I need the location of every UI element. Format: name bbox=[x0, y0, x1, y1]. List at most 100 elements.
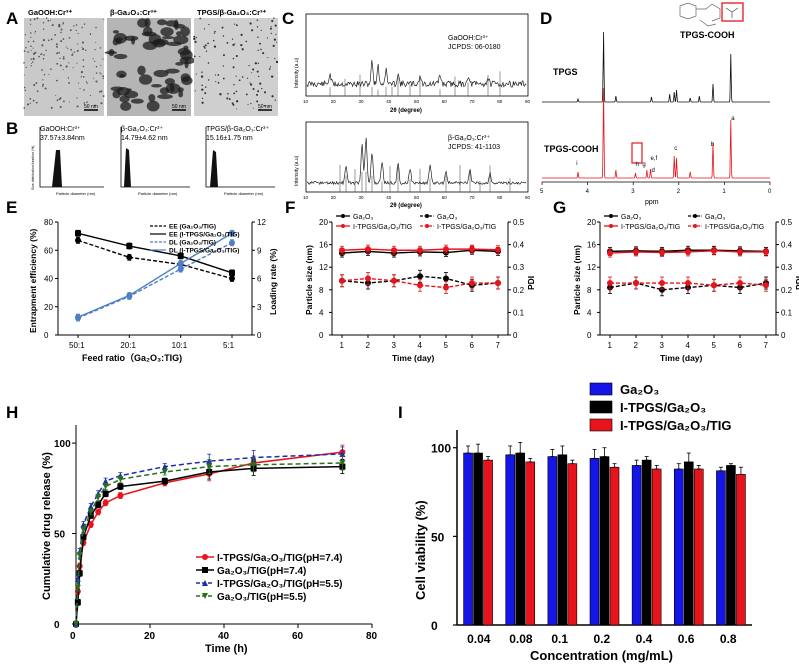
chart-g-point bbox=[659, 280, 665, 287]
nmr-peak-label: h bbox=[635, 162, 638, 168]
chart-i-xtick-label: 0.1 bbox=[551, 632, 568, 646]
ytick-right-label: 0.1 bbox=[781, 308, 793, 317]
ytick-label: 16 bbox=[319, 241, 328, 250]
chart-h-ytick-label: 50 bbox=[54, 530, 66, 541]
chart-e-point bbox=[229, 230, 235, 237]
chart-e-ylabel-left: Entrapment efficiency (%) bbox=[28, 228, 38, 333]
xrd-top-xtick: 60 bbox=[442, 99, 448, 104]
panel-d-letter: D bbox=[540, 9, 552, 28]
legend-label: I-TPGS/Ga₂O₃/TIG bbox=[437, 224, 496, 231]
xrd-top-xtick: 20 bbox=[331, 99, 337, 104]
chart-h-legend-marker bbox=[202, 580, 208, 586]
legend-label: Ga₂O₃ bbox=[353, 214, 374, 221]
chart-h-point bbox=[74, 599, 81, 606]
xrd-bottom-sample: β-Ga₂O₃:Cr³⁺ bbox=[448, 135, 490, 142]
nmr-trace-tpgs-label: TPGS bbox=[553, 67, 578, 77]
structure-diagram: TPGS-COOH bbox=[679, 2, 744, 40]
xrd-top-xtick: 90 bbox=[525, 99, 531, 104]
xrd-top-xtick: 10 bbox=[303, 99, 309, 104]
nmr-ticks: 5 4 3 2 1 0 bbox=[540, 182, 772, 195]
chart-i-bar bbox=[483, 459, 493, 626]
chart-h-xlabel: Time (h) bbox=[205, 643, 248, 655]
nmr-structure-title: TPGS-COOH bbox=[680, 30, 735, 40]
chart-h-legend-label: Ga₂O₃/TIG(pH=7.4) bbox=[217, 566, 306, 577]
chart-i-bar bbox=[525, 461, 536, 626]
legend-label: Ga₂O₃ bbox=[437, 214, 458, 221]
scale-bar-2: 50 nm bbox=[172, 104, 186, 110]
chart-f-point bbox=[339, 277, 345, 284]
chart-e-point bbox=[75, 237, 81, 244]
ytick-label: 4 bbox=[587, 308, 592, 317]
chart-e-series-line bbox=[77, 232, 233, 274]
ytick-right-label: 0.3 bbox=[781, 263, 793, 272]
legend-marker bbox=[609, 224, 613, 228]
chart-h-point bbox=[250, 461, 257, 468]
nmr-peak-labels: i h g e,f d c b a bbox=[576, 116, 735, 174]
chart-e-xtick-label: 10:1 bbox=[172, 341, 188, 350]
chart-i-bar bbox=[736, 474, 746, 626]
chart-h-legend-marker bbox=[202, 593, 208, 599]
chart-i-xtick-label: 0.8 bbox=[720, 632, 737, 646]
xtick-label: 6 bbox=[738, 341, 743, 350]
chart-i-bar bbox=[631, 465, 642, 626]
nmr-peak-label: d bbox=[651, 168, 654, 174]
panel-h-letter: H bbox=[6, 403, 18, 422]
chart-h-legend: I-TPGS/Ga₂O₃/TIG(pH=7.4) Ga₂O₃/TIG(pH=7.4… bbox=[196, 553, 342, 603]
chart-h-point bbox=[339, 450, 346, 457]
chart-e-point bbox=[229, 239, 235, 246]
chart-i-bar bbox=[567, 463, 578, 626]
scale-bar-1: 50 nm bbox=[84, 104, 98, 110]
chart-f-point bbox=[365, 275, 371, 282]
nmr-peak-label: b bbox=[711, 142, 715, 148]
nmr-xtick-label: 0 bbox=[768, 189, 772, 195]
chart-h-point bbox=[95, 494, 102, 501]
chart-g-legend: Ga₂O₃ Ga₂O₃ I-TPGS/Ga₂O₃/TIG I-TPGS/Ga₂O₃/T… bbox=[604, 214, 764, 231]
chart-e-xtick-label: 50:1 bbox=[69, 341, 85, 350]
chart-f-point bbox=[417, 273, 423, 280]
chart-i-bar bbox=[589, 458, 600, 626]
ytick-right-label: 0.4 bbox=[513, 241, 525, 250]
chart-i-bar bbox=[726, 465, 736, 626]
xtick-label: 2 bbox=[634, 341, 639, 350]
chart-h-point bbox=[80, 534, 87, 541]
legend-marker bbox=[425, 214, 429, 218]
xrd-bottom-xtick: 60 bbox=[442, 195, 448, 200]
legend-label: I-TPGS/Ga₂O₃/TIG bbox=[705, 224, 764, 231]
chart-e-point bbox=[229, 275, 235, 282]
chart-h-point bbox=[95, 501, 102, 508]
scale-bar-3: 50 nm bbox=[258, 104, 272, 110]
xrd-ticks: 10 10 20 20 30 30 40 40 50 50 60 60 70 70 80 80 90 90 bbox=[303, 99, 531, 200]
panel-a-label-1: GaOOH:Cr³⁺ bbox=[28, 8, 72, 17]
chart-e-legend-label: EE (I-TPGS/Ga₂O₃/TIG) bbox=[169, 232, 240, 239]
ytick-label: 0 bbox=[587, 331, 592, 340]
chart-e-ytick-label: 0 bbox=[44, 331, 49, 340]
chart-i-bar bbox=[547, 456, 558, 626]
chart-e-ytick-right-label: 0 bbox=[257, 331, 262, 340]
chart-g-point bbox=[763, 248, 769, 255]
nmr-peak-label: a bbox=[731, 116, 735, 122]
legend-label: I-TPGS/Ga₂O₃/TIG bbox=[621, 224, 680, 231]
chart-g-point bbox=[685, 248, 691, 255]
xtick-label: 5 bbox=[712, 341, 717, 350]
legend-marker bbox=[693, 214, 697, 218]
xrd-bottom: β-Ga₂O₃:Cr³⁺ JCPDS: 41-1103 Intensity (a… bbox=[294, 121, 529, 209]
xrd-bottom-xtick: 40 bbox=[386, 195, 392, 200]
xrd-top-jcpds: JCPDS: 06-0180 bbox=[448, 44, 501, 51]
chart-h-legend-marker bbox=[202, 567, 208, 573]
nmr-xtick-label: 3 bbox=[631, 189, 635, 195]
chart-i-bar bbox=[463, 452, 473, 626]
ytick-label: 16 bbox=[587, 241, 596, 250]
chart-e-point bbox=[126, 292, 133, 299]
chart-f-point bbox=[443, 275, 449, 282]
ytick-right-label: 0.3 bbox=[513, 263, 525, 272]
xtick-label: 3 bbox=[660, 341, 665, 350]
ytick-label: 0 bbox=[319, 331, 324, 340]
size-dist-1-ylabel: Size distribution function (%) bbox=[31, 146, 35, 190]
chart-e-point bbox=[177, 252, 184, 259]
nmr-xtick-label: 2 bbox=[677, 189, 681, 195]
chart-h-point bbox=[80, 526, 87, 533]
nmr-peak-label: c bbox=[674, 146, 677, 152]
chart-e-legend-label: DL (Ga₂O₃/TIG) bbox=[169, 240, 216, 247]
ytick-right-label: 0 bbox=[513, 331, 518, 340]
